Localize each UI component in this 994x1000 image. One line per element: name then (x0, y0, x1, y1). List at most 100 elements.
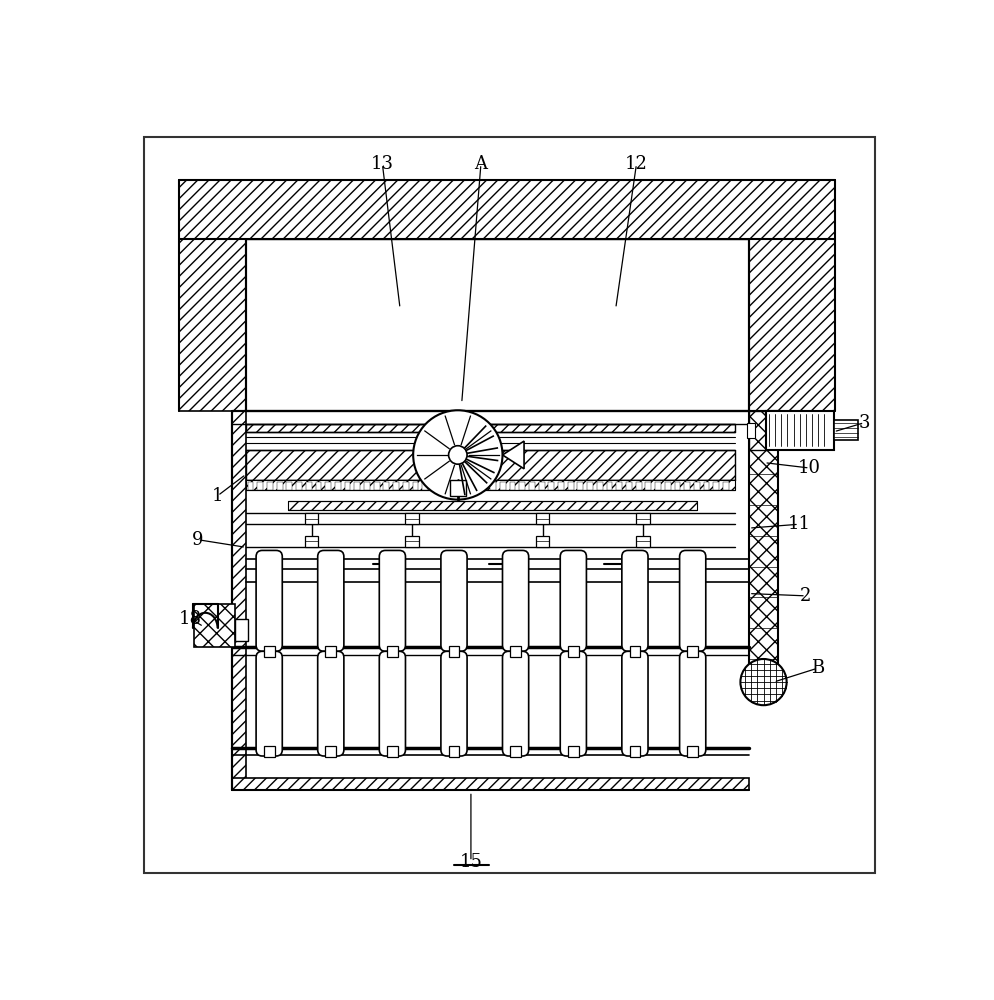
Bar (194, 604, 235, 647)
Bar (403, 482, 409, 490)
Text: 3: 3 (859, 414, 870, 432)
Bar (233, 411, 247, 790)
FancyBboxPatch shape (622, 550, 648, 651)
Bar (629, 646, 640, 657)
Bar (325, 646, 336, 657)
Bar (529, 482, 535, 490)
Bar (235, 619, 248, 641)
Bar (536, 536, 550, 547)
FancyBboxPatch shape (503, 550, 529, 651)
FancyBboxPatch shape (380, 550, 406, 651)
Bar (325, 482, 331, 490)
Bar (233, 778, 748, 790)
Text: A: A (474, 155, 487, 173)
FancyBboxPatch shape (680, 550, 706, 651)
Text: 13: 13 (371, 155, 394, 173)
Bar (263, 746, 274, 757)
Bar (315, 482, 321, 490)
Text: 10: 10 (798, 459, 821, 477)
Bar (694, 482, 700, 490)
Bar (675, 482, 680, 490)
Bar (687, 746, 698, 757)
Bar (387, 646, 398, 657)
Bar (248, 482, 253, 490)
Bar (568, 746, 579, 757)
Bar (510, 646, 521, 657)
Bar (558, 482, 564, 490)
Bar (834, 420, 858, 440)
FancyBboxPatch shape (318, 550, 344, 651)
Bar (306, 482, 312, 490)
Bar (364, 482, 370, 490)
Bar (354, 482, 360, 490)
Bar (394, 482, 399, 490)
Bar (405, 536, 418, 547)
Bar (510, 482, 516, 490)
FancyBboxPatch shape (256, 651, 282, 756)
Bar (179, 180, 835, 239)
Bar (405, 513, 418, 524)
Bar (568, 482, 574, 490)
Bar (335, 482, 341, 490)
Text: 11: 11 (787, 515, 810, 533)
Bar (490, 482, 496, 490)
Bar (536, 513, 550, 524)
Bar (616, 482, 622, 490)
Bar (422, 482, 428, 490)
FancyBboxPatch shape (503, 651, 529, 756)
FancyBboxPatch shape (441, 651, 467, 756)
Bar (606, 482, 612, 490)
Bar (286, 482, 292, 490)
Bar (596, 482, 602, 490)
FancyBboxPatch shape (256, 550, 282, 651)
Bar (384, 482, 390, 490)
Bar (665, 482, 671, 490)
Text: 12: 12 (625, 155, 648, 173)
Bar (296, 482, 302, 490)
Bar (578, 482, 583, 490)
Bar (684, 482, 690, 490)
Bar (374, 482, 380, 490)
Bar (748, 411, 778, 690)
Text: 18: 18 (179, 610, 202, 628)
FancyBboxPatch shape (318, 651, 344, 756)
Bar (510, 746, 521, 757)
Bar (288, 501, 697, 510)
Bar (267, 482, 272, 490)
Bar (247, 424, 735, 432)
Bar (655, 482, 661, 490)
Bar (179, 239, 247, 411)
Bar (714, 482, 719, 490)
Bar (500, 482, 506, 490)
Bar (704, 482, 710, 490)
Text: 2: 2 (800, 587, 811, 605)
Bar (413, 482, 418, 490)
Text: B: B (811, 659, 824, 677)
Bar (645, 482, 651, 490)
Bar (276, 482, 282, 490)
Bar (480, 482, 486, 490)
Circle shape (741, 659, 786, 705)
Bar (519, 482, 525, 490)
Bar (387, 746, 398, 757)
Bar (549, 482, 555, 490)
Bar (432, 482, 437, 490)
Bar (626, 482, 632, 490)
Bar (345, 482, 351, 490)
Bar (747, 423, 755, 438)
Bar (441, 482, 447, 490)
Bar (461, 482, 467, 490)
Bar (304, 513, 318, 524)
Bar (765, 411, 834, 450)
FancyBboxPatch shape (561, 651, 586, 756)
Bar (629, 746, 640, 757)
Bar (448, 746, 459, 757)
FancyBboxPatch shape (622, 651, 648, 756)
Bar (247, 480, 735, 490)
FancyBboxPatch shape (680, 651, 706, 756)
Bar (568, 646, 579, 657)
Bar (325, 746, 336, 757)
Bar (448, 646, 459, 657)
Bar (687, 646, 698, 657)
Bar (451, 482, 457, 490)
